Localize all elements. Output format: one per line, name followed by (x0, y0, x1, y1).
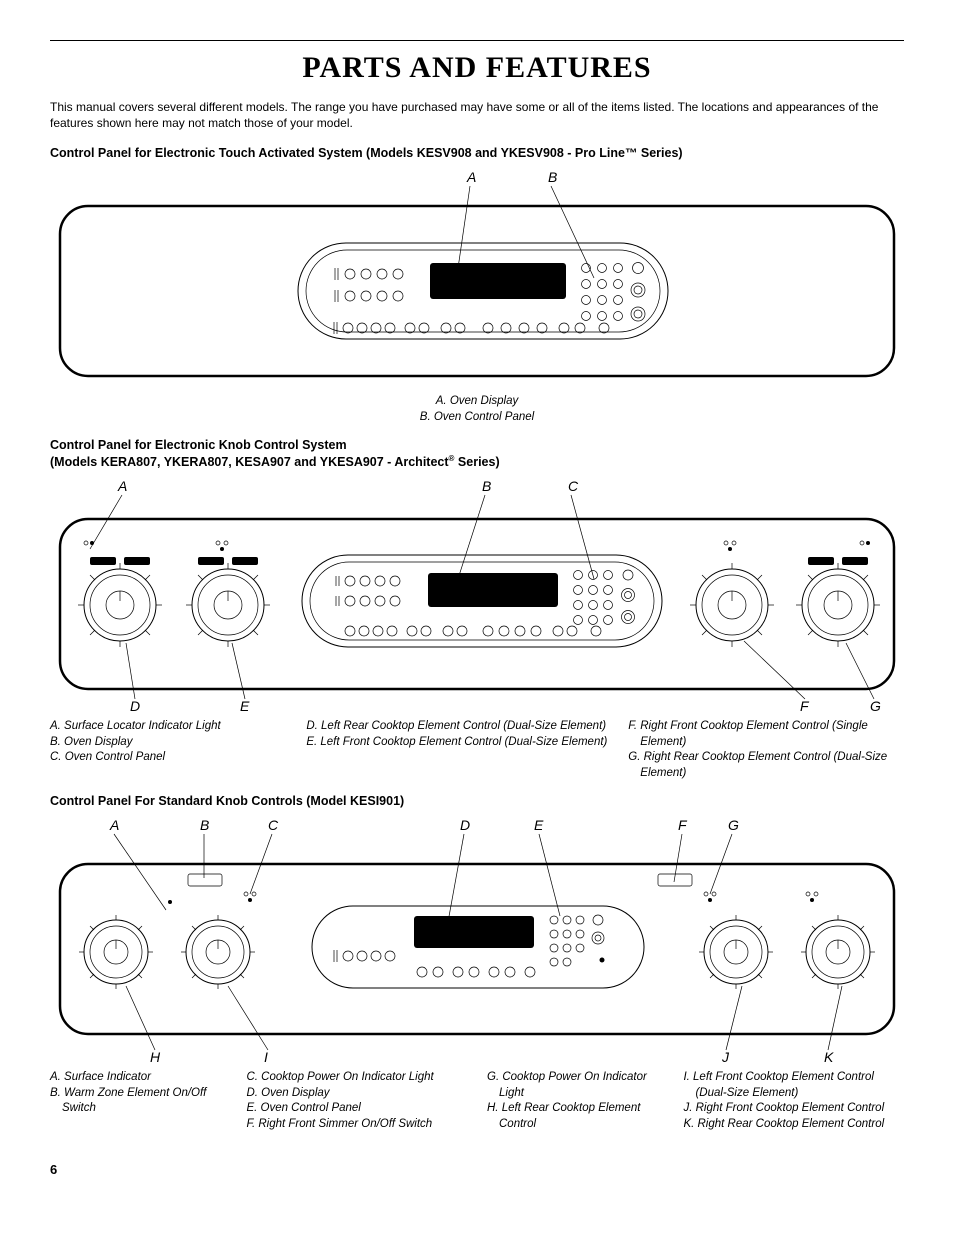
caption-b: B. Oven Control Panel (420, 411, 534, 423)
intro-paragraph: This manual covers several different mod… (50, 99, 904, 131)
svg-text:D: D (130, 698, 140, 714)
section2-heading: Control Panel for Electronic Knob Contro… (50, 437, 904, 471)
section1-heading: Control Panel for Electronic Touch Activ… (50, 145, 904, 162)
svg-text:K: K (824, 1049, 834, 1065)
knob-k (801, 915, 875, 989)
knob-i (181, 915, 255, 989)
knob-left-front (186, 557, 270, 647)
section3-heading: Control Panel For Standard Knob Controls… (50, 793, 904, 810)
top-rule (50, 40, 904, 41)
caption-a: A. Oven Display (436, 395, 518, 407)
svg-text:A: A (117, 478, 127, 494)
svg-text:B: B (482, 478, 491, 494)
svg-text:I: I (264, 1049, 268, 1065)
svg-text:D: D (460, 817, 470, 833)
knob-j (699, 915, 773, 989)
svg-text:G: G (870, 698, 881, 714)
svg-text:F: F (800, 698, 810, 714)
section2-diagram: A B C (50, 477, 904, 715)
section3-legend: A. Surface Indicator B. Warm Zone Elemen… (50, 1070, 904, 1132)
page-title: PARTS AND FEATURES (50, 51, 904, 85)
svg-text:B: B (200, 817, 209, 833)
section1-diagram: A B (50, 168, 904, 388)
svg-text:C: C (568, 478, 579, 494)
knob-h (79, 915, 153, 989)
section3-diagram: A B C D E F G (50, 816, 904, 1066)
knob-right-front (690, 563, 774, 647)
svg-text:F: F (678, 817, 688, 833)
callout-label: A (466, 169, 476, 185)
callout-label: B (548, 169, 557, 185)
svg-text:E: E (240, 698, 250, 714)
svg-text:E: E (534, 817, 544, 833)
knob-left-rear (78, 557, 162, 647)
svg-text:G: G (728, 817, 739, 833)
svg-text:C: C (268, 817, 279, 833)
section2-legend: A. Surface Locator Indicator Light B. Ov… (50, 719, 904, 781)
svg-text:A: A (109, 817, 119, 833)
section1-caption: A. Oven Display B. Oven Control Panel (50, 394, 904, 425)
knob-right-rear (796, 557, 880, 647)
svg-text:H: H (150, 1049, 161, 1065)
page-number: 6 (50, 1162, 904, 1177)
svg-text:J: J (721, 1049, 730, 1065)
